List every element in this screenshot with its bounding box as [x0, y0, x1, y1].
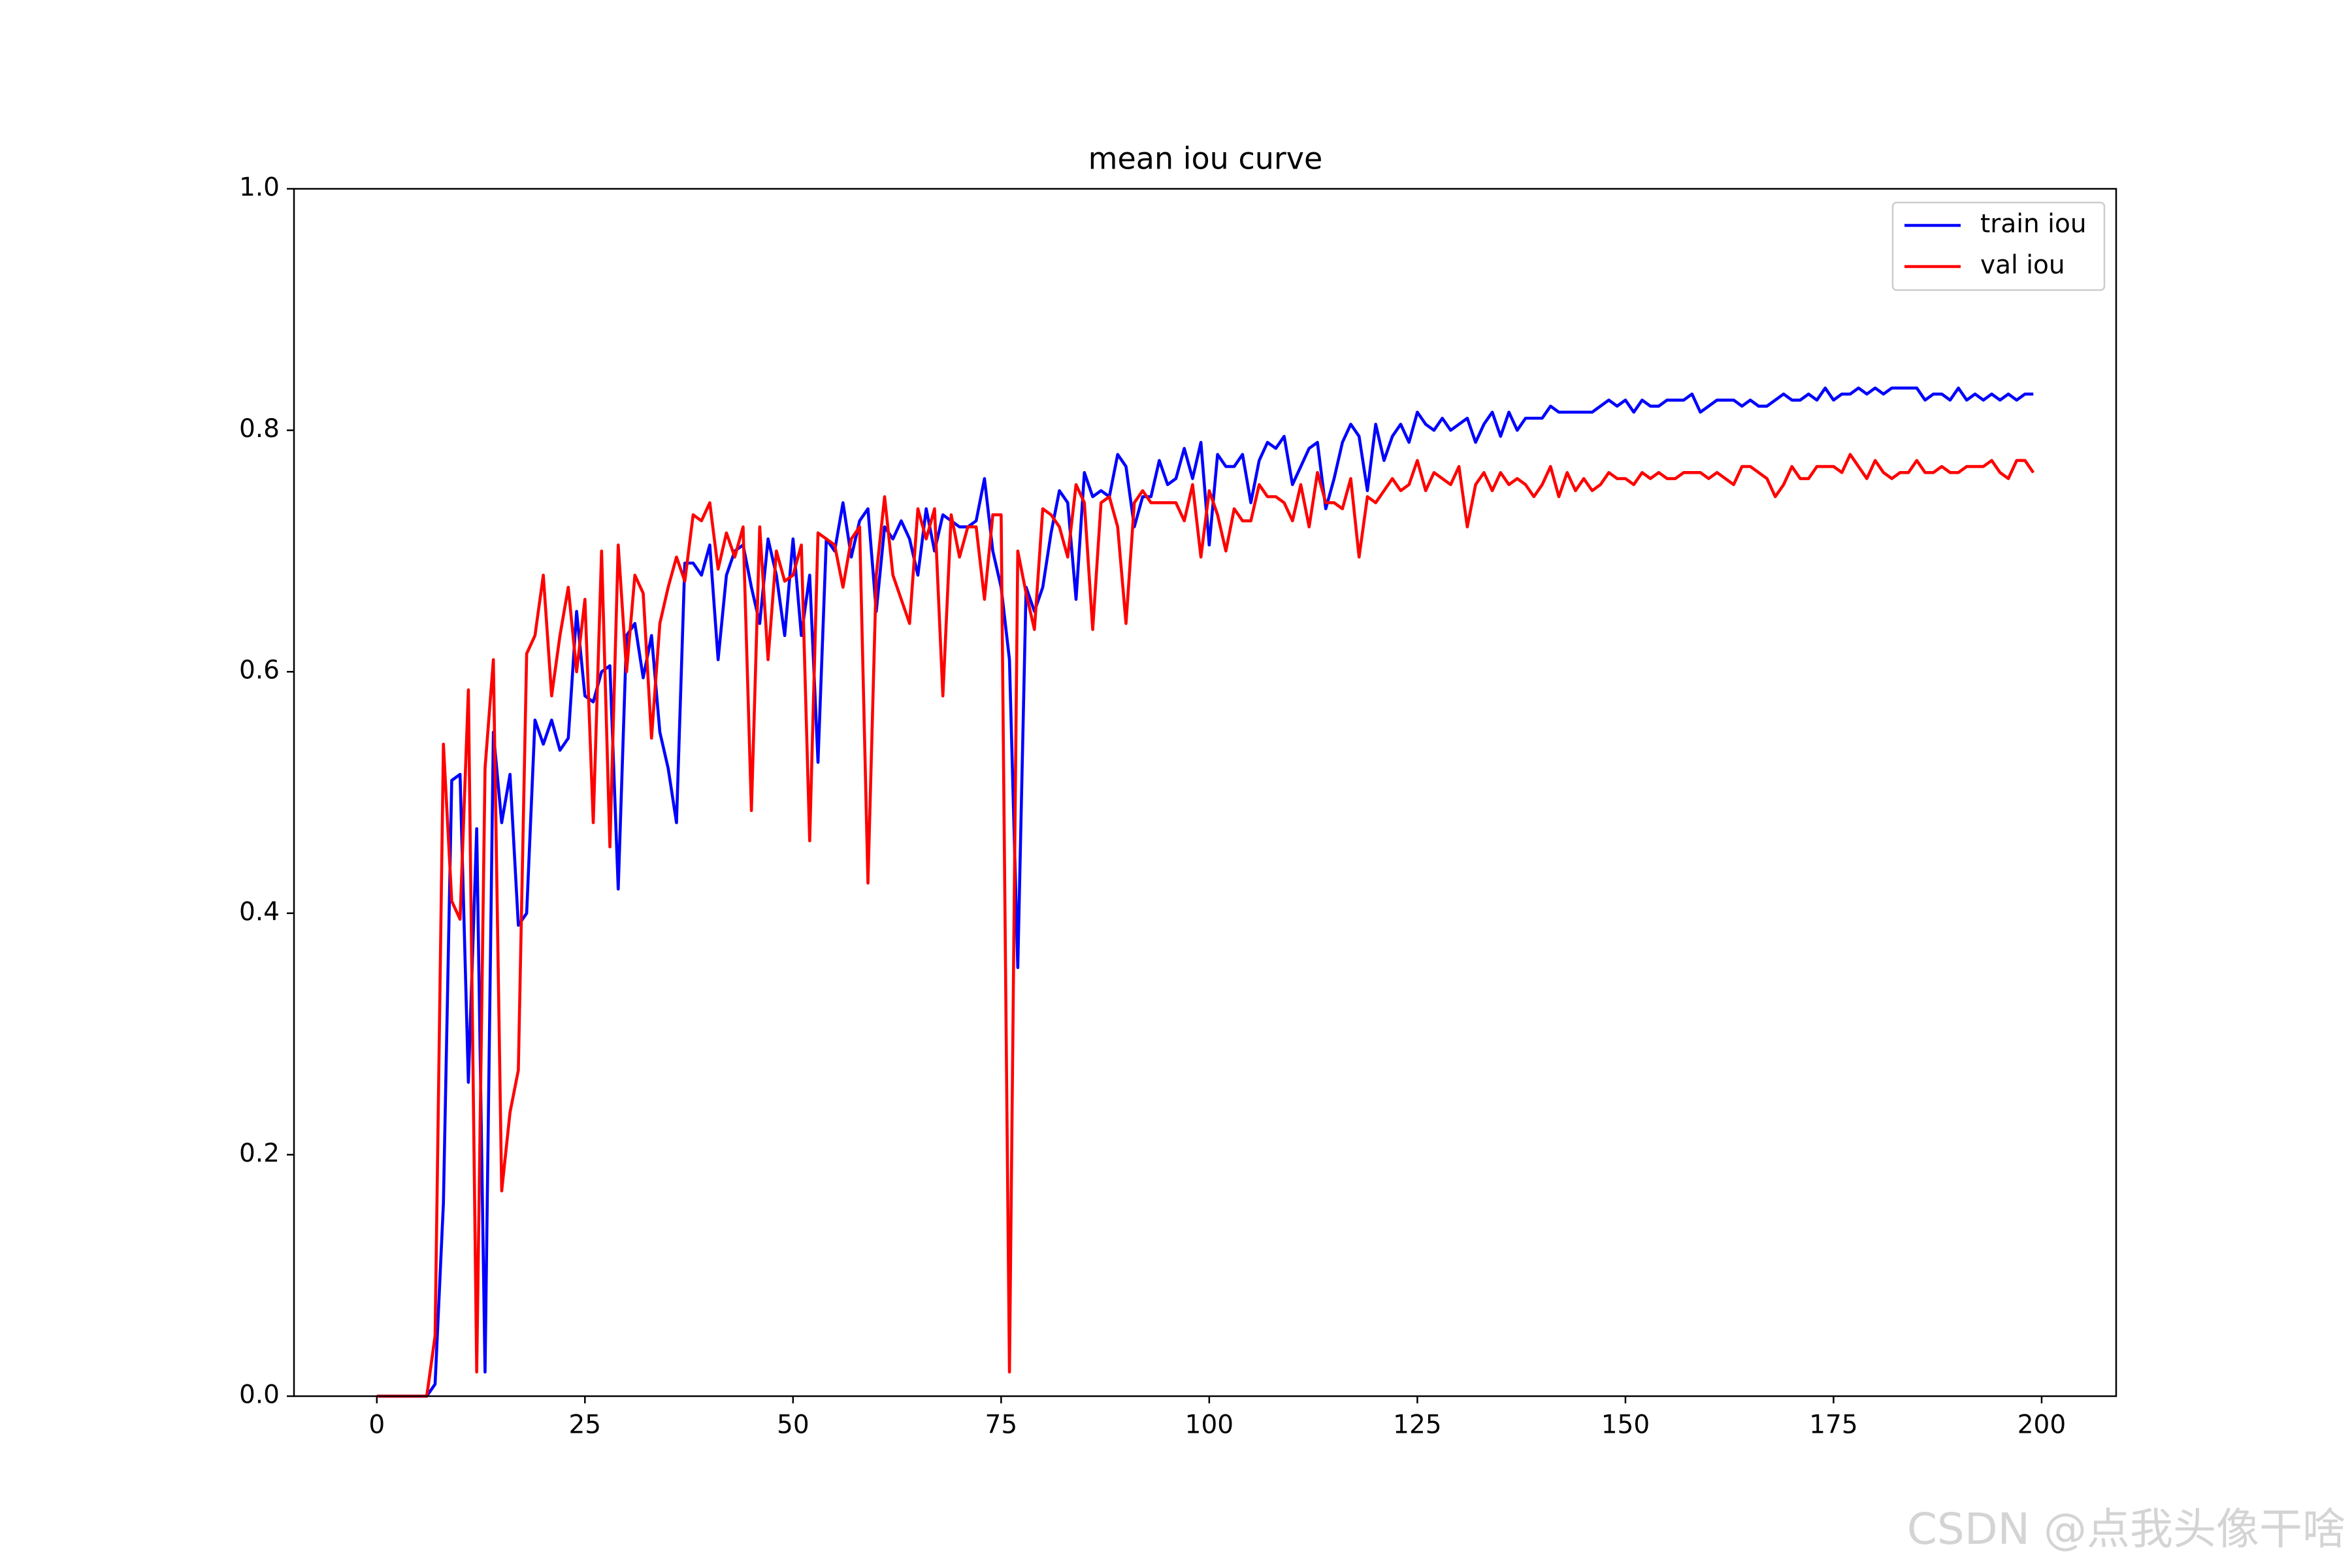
x-tick-label: 175 — [1809, 1411, 1857, 1440]
x-tick-label: 75 — [985, 1411, 1018, 1440]
x-tick-label: 0 — [368, 1411, 385, 1440]
x-tick-label: 125 — [1393, 1411, 1441, 1440]
y-tick-label: 1.0 — [239, 173, 280, 203]
watermark: CSDN @点我头像干啥 — [1907, 1504, 2345, 1554]
y-tick-label: 0.0 — [239, 1380, 280, 1410]
chart-title: mean iou curve — [1088, 141, 1323, 176]
x-tick-label: 25 — [568, 1411, 601, 1440]
series-line — [376, 453, 2035, 1398]
legend-label: val iou — [1980, 251, 2065, 280]
y-tick-label: 0.2 — [239, 1139, 280, 1168]
y-tick-label: 0.4 — [239, 897, 280, 926]
y-tick-label: 0.8 — [239, 414, 280, 444]
x-tick-label: 50 — [777, 1411, 809, 1440]
x-tick-label: 200 — [2017, 1411, 2066, 1440]
x-tick-label: 150 — [1601, 1411, 1650, 1440]
y-tick-label: 0.6 — [239, 656, 280, 685]
legend-label: train iou — [1980, 210, 2087, 239]
x-tick-label: 100 — [1185, 1411, 1233, 1440]
series-line — [376, 386, 2034, 1398]
axes-frame — [293, 188, 2117, 1397]
